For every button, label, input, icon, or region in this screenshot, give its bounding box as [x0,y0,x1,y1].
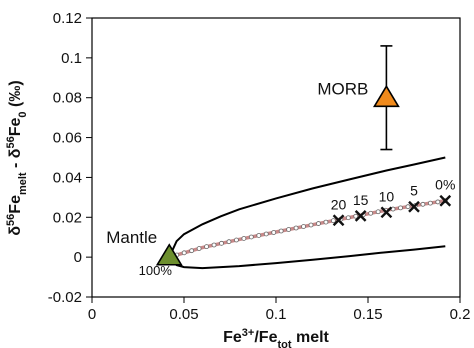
melt-fraction-label: 20 [331,196,347,212]
mantle-sublabel: 100% [139,263,173,278]
model-step-point [330,218,336,224]
x-tick-label: 0.05 [169,306,198,323]
melt-fraction-label: 15 [353,192,369,208]
model-step-point [181,250,187,256]
axis-label-part: 56 [5,136,17,148]
plot-frame [91,17,461,298]
model-step-point [293,225,299,231]
model-step-point [368,210,374,216]
model-step-point [353,213,359,219]
y-tick-label: 0.12 [53,10,82,27]
x-axis-label: Fe3+/Fetot melt [223,327,329,348]
model-step-point [271,230,277,235]
curves-layer [166,156,448,270]
axis-label-part: Fe [223,329,242,346]
axis-label-part: tot [277,339,291,348]
upper-envelope-line [168,156,446,258]
ticks-layer: 0 0.05 0.1 0.15 0.2-0.0200.020.040.060.080.1… [48,10,471,323]
model-step-point [375,209,381,215]
morb-triangle-point [372,84,400,108]
model-step-point [241,236,247,241]
axis-label-part: (‰) [7,80,24,111]
model-step-point [316,221,321,226]
points-layer: Mantle 100% MORB [106,45,400,278]
x-tick-label: 0.1 [266,306,287,323]
model-step-point [420,201,426,207]
melt-fraction-label: 0% [435,177,455,193]
model-step-point [256,233,262,238]
model-step-point [323,219,329,225]
model-step-point [234,237,239,243]
morb-label: MORB [317,80,368,99]
model-step-point [204,244,209,250]
model-step-point [219,240,224,246]
model-step-point [196,246,202,251]
model-step-point [398,205,403,211]
y-axis-label: δ56Femelt - δ56Fe0 (‰) [5,80,29,235]
axis-label-part: Fe [7,195,24,214]
model-step-point [248,234,254,240]
melt-fraction-marker [332,214,345,227]
y-tick-label: 0.04 [53,169,82,186]
axis-label-part: 0 [17,111,29,117]
model-step-point [263,231,269,237]
melt-fraction-label: 5 [410,183,418,199]
axis-label-part: 3+ [242,327,255,339]
melt-fraction-marker [439,194,452,207]
mantle-triangle-point [155,243,183,266]
model-step-point [226,239,232,245]
axis-label-part: Fe [7,117,24,136]
model-step-point [405,204,411,210]
y-tick-label: 0 [74,249,82,266]
y-tick-label: 0.02 [53,209,82,226]
y-tick-label: 0.1 [61,50,82,67]
axis-label-part: - δ [7,148,24,172]
x-tick-label: 0.15 [353,306,382,323]
model-step-point [301,224,306,229]
axis-label-part: melt [292,329,330,346]
cross-mark [408,200,420,213]
y-tick-label: 0.06 [53,130,82,147]
model-step-point [286,227,292,232]
axis-label-part: /Fe [254,329,277,346]
mantle-label: Mantle [106,228,157,247]
model-step-point [427,200,433,206]
cross-mark [439,194,452,207]
cross-mark [380,206,393,219]
x-tick-label: 0.2 [450,306,471,323]
model-step-point [189,248,195,254]
cross-mark [354,210,367,222]
y-tick-label: -0.02 [48,289,82,306]
y-tick-label: 0.08 [53,90,82,107]
markers-layer: 20 15 10 5 0% [331,177,455,227]
x-tick-label: 0 [88,306,96,323]
cross-mark [332,214,345,227]
melt-fraction-marker [408,200,420,213]
melt-fraction-marker [354,210,367,222]
model-step-point [435,199,441,205]
melt-fraction-label: 10 [379,188,395,204]
axis-label-part: 56 [5,214,17,226]
model-step-point [308,222,314,228]
melt-fraction-marker [380,206,393,219]
axis-label-part: δ [7,226,24,236]
lower-envelope-line [168,245,446,270]
model-step-point [345,215,351,221]
axis-label-part: melt [17,172,29,195]
model-step-point [211,242,217,248]
model-step-point [278,228,284,234]
